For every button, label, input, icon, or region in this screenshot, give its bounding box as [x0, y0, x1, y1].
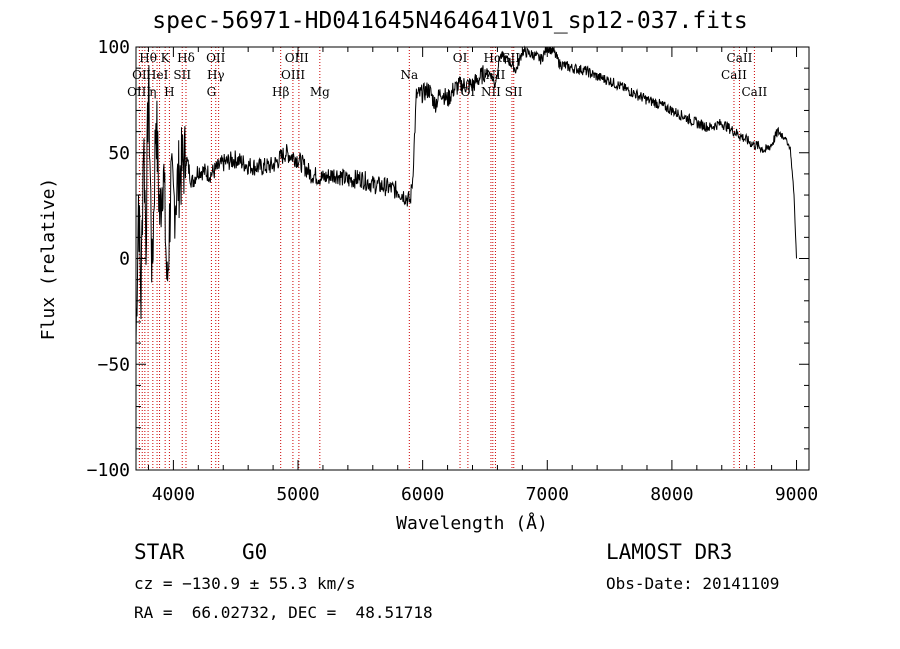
- line-label: Hα: [484, 51, 503, 65]
- object-class: STAR: [134, 540, 185, 564]
- y-axis-label: Flux (relative): [38, 178, 59, 341]
- line-label: SII: [505, 85, 523, 99]
- line-label: OI: [132, 68, 147, 82]
- line-label: Na: [400, 68, 418, 82]
- survey-name: LAMOST DR3: [606, 540, 733, 564]
- x-tick-label: 6000: [401, 484, 444, 505]
- line-label: CaII: [741, 85, 767, 99]
- line-label: K: [161, 51, 171, 65]
- line-label: Hγ: [207, 68, 225, 82]
- spectrum-line: [135, 45, 797, 344]
- x-axis-label: Wavelength (Å): [396, 512, 548, 534]
- coordinates: RA = 66.02732, DEC = 48.51718: [134, 603, 433, 622]
- line-marker-group: [138, 47, 755, 470]
- line-label: OIII: [285, 51, 309, 65]
- line-label: OII: [206, 51, 226, 65]
- y-tick-label: −100: [87, 460, 130, 481]
- chart-title: spec-56971-HD041645N464641V01_sp12-037.f…: [152, 8, 748, 34]
- line-label: OIII: [127, 85, 151, 99]
- line-label: NII: [481, 85, 501, 99]
- redshift-text: cz = −130.9 ± 55.3 km/s: [134, 574, 356, 593]
- line-label: G: [207, 85, 217, 99]
- line-label: OIII: [281, 68, 305, 82]
- line-label: HeI: [146, 68, 169, 82]
- spectrum-line-group: [135, 45, 797, 344]
- line-label: SII: [173, 68, 191, 82]
- y-tick-label: 0: [119, 249, 130, 270]
- y-tick-label: −50: [97, 354, 130, 375]
- x-tick-label: 8000: [650, 484, 693, 505]
- line-label: OI: [453, 51, 468, 65]
- line-label: Mg: [310, 85, 330, 99]
- y-axis: −100 −50 0 50 100: [87, 37, 809, 481]
- y-tick-label: 50: [108, 143, 130, 164]
- line-label: η: [149, 85, 156, 99]
- line-label: CaII: [727, 51, 753, 65]
- line-label: SII: [502, 51, 520, 65]
- x-tick-label: 7000: [526, 484, 569, 505]
- x-tick-label: 4000: [152, 484, 195, 505]
- plot-frame: [135, 46, 810, 471]
- line-label: H: [164, 85, 174, 99]
- line-label: Hβ: [272, 85, 289, 99]
- line-label: Hθ: [139, 51, 157, 65]
- line-label: OI: [461, 85, 476, 99]
- line-label: NII: [485, 68, 505, 82]
- subclass: G0: [242, 540, 268, 564]
- obs-date: Obs-Date: 20141109: [606, 574, 780, 593]
- x-tick-label: 5000: [276, 484, 319, 505]
- x-tick-label: 9000: [775, 484, 818, 505]
- x-axis: 4000 5000 6000 7000 8000 9000: [147, 47, 818, 505]
- line-label: CaII: [721, 68, 747, 82]
- y-tick-label: 100: [97, 37, 130, 58]
- line-label: Hδ: [177, 51, 195, 65]
